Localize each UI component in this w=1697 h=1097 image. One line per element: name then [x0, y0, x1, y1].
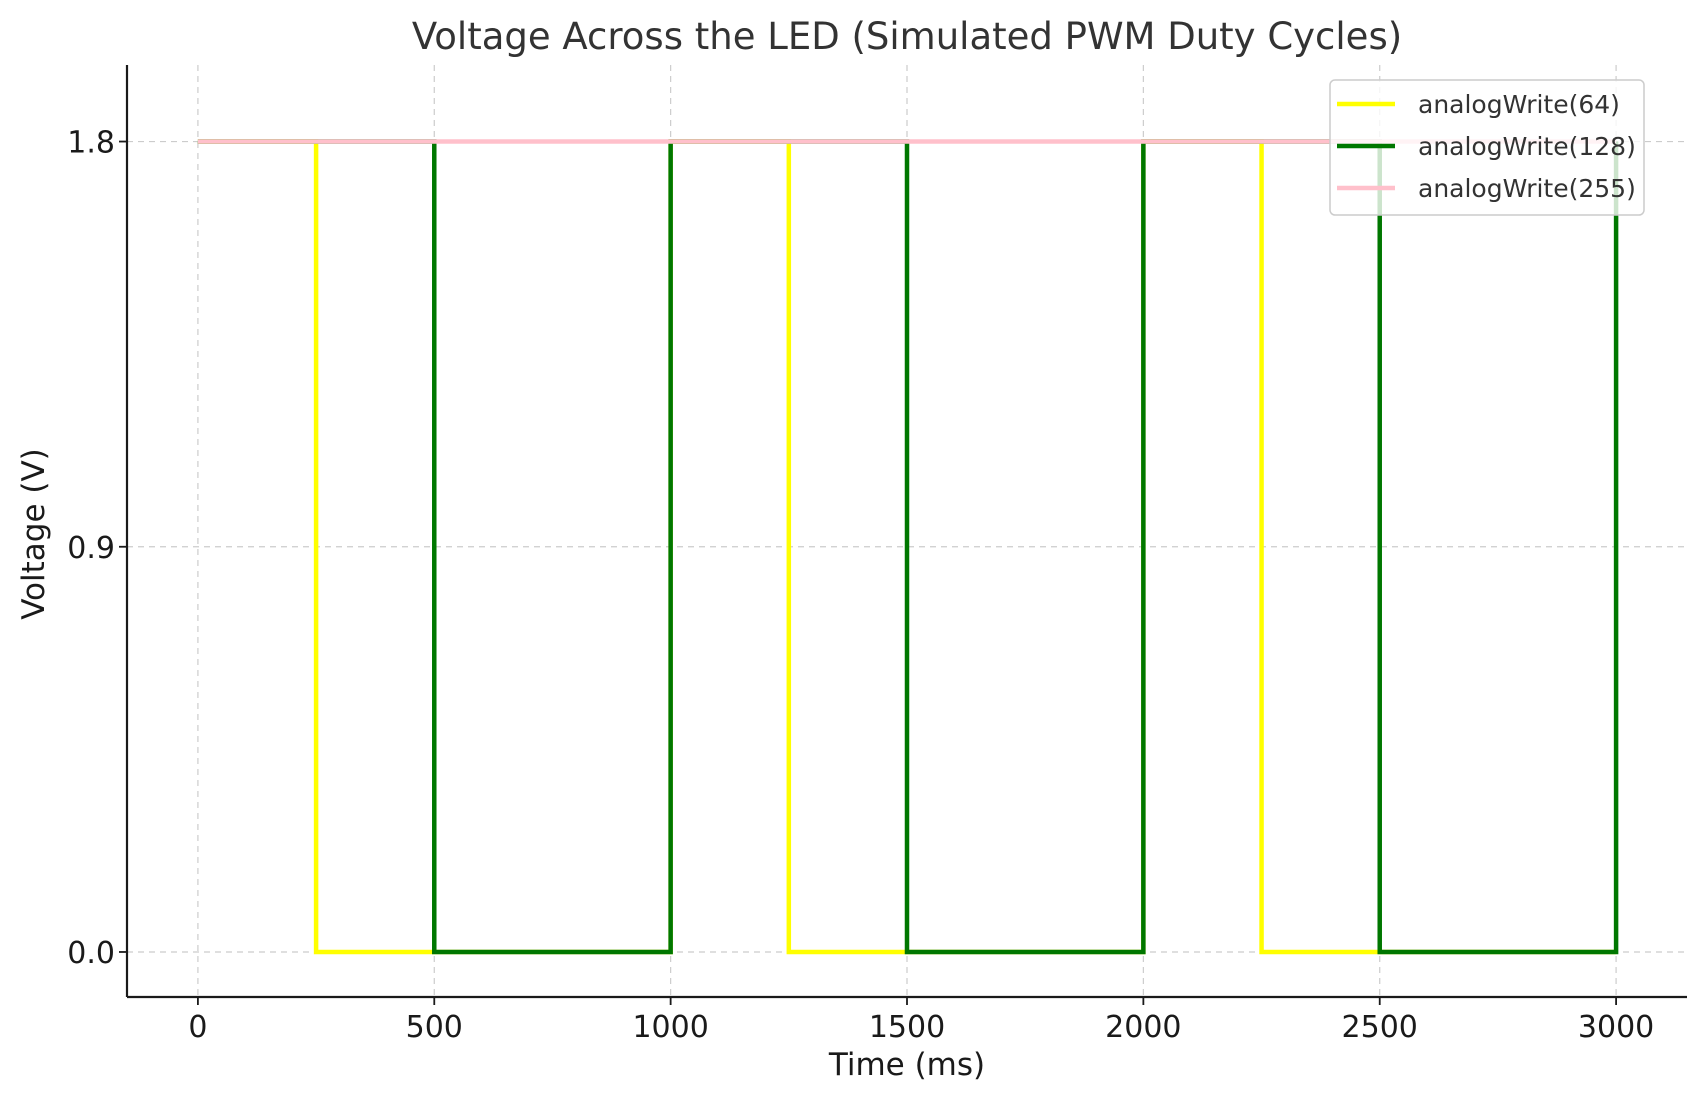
legend-label: analogWrite(128) [1418, 132, 1636, 161]
series-line-1 [197, 139, 1617, 955]
y-tick-label: 1.8 [67, 126, 115, 161]
x-tick-label: 0 [188, 1010, 207, 1045]
legend-label: analogWrite(64) [1418, 90, 1620, 119]
legend-label: analogWrite(255) [1418, 174, 1636, 203]
y-tick-label: 0.9 [67, 531, 115, 566]
x-tick-label: 500 [406, 1010, 463, 1045]
legend: analogWrite(64) analogWrite(128) analogWri… [1329, 79, 1645, 216]
legend-box [1329, 79, 1645, 216]
y-axis-label: Voltage (V) [16, 448, 52, 620]
x-tick-label: 2000 [1105, 1010, 1181, 1045]
chart-title: Voltage Across the LED (Simulated PWM Du… [412, 15, 1402, 58]
tick-labels: 0 500 1000 1500 2000 2500 3000 0.0 0.9 1.8 [67, 126, 1654, 1045]
series-line-2 [197, 139, 1619, 955]
x-tick-label: 1000 [632, 1010, 708, 1045]
x-tick-label: 3000 [1578, 1010, 1654, 1045]
y-tick-label: 0.0 [67, 936, 115, 971]
x-axis-label: Time (ms) [828, 1047, 985, 1083]
x-tick-label: 1500 [869, 1010, 945, 1045]
x-tick-label: 2500 [1342, 1010, 1418, 1045]
